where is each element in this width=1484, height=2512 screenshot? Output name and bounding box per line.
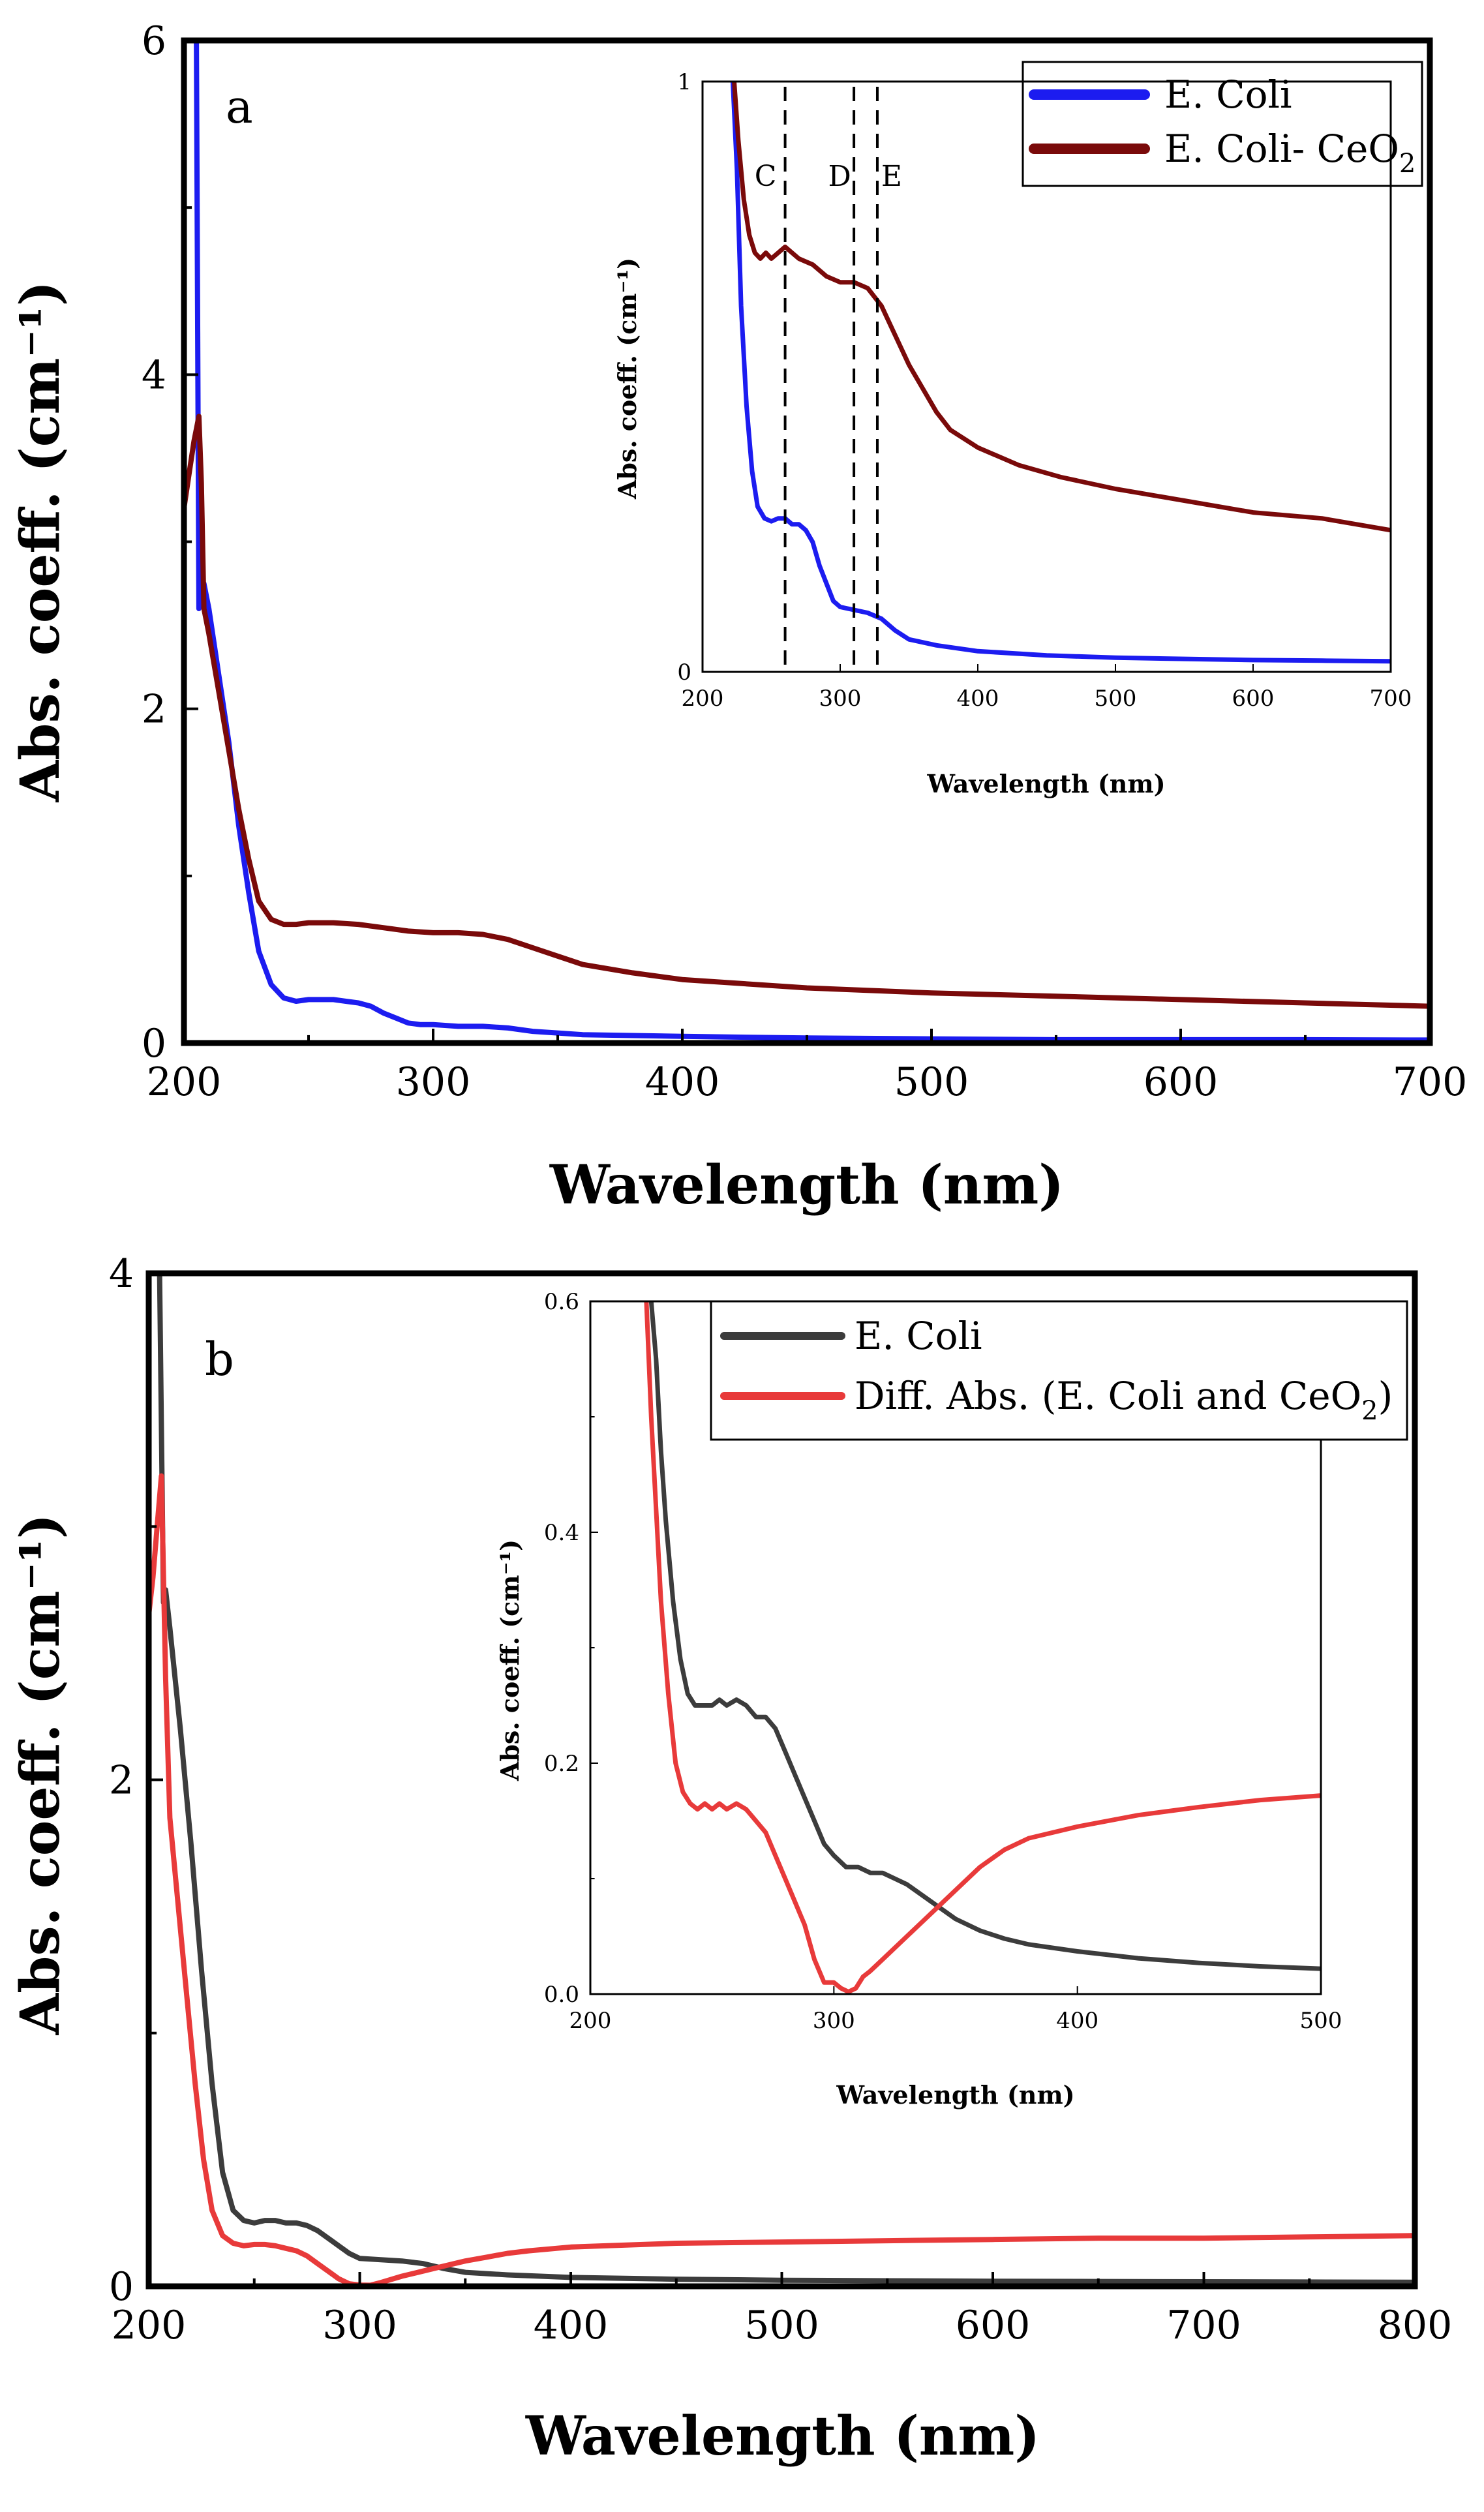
y-tick-label-b-1: 2 xyxy=(109,1758,134,1804)
x-tick-label-a-inset-700: 700 xyxy=(1370,686,1412,712)
y-tick-label-a-1: 2 xyxy=(142,687,166,733)
legend-label-diff-abs: Diff. Abs. (E. Coli and CeO2) xyxy=(855,1374,1393,1426)
y-tick-label-b-2: 4 xyxy=(109,1251,134,1297)
panel-a-label: a xyxy=(226,80,253,134)
legend-label-ecoli: E. Coli xyxy=(1164,72,1292,117)
x-tick-label-a-inset-300: 300 xyxy=(819,686,862,712)
x-tick-label-a-300: 300 xyxy=(396,1059,471,1105)
panel-b-inset-ylabel: Abs. coeff. (cm⁻¹) xyxy=(495,1539,524,1781)
x-tick-label-a-inset-500: 500 xyxy=(1095,686,1137,712)
panel-a-legend-box xyxy=(1022,61,1423,187)
x-tick-label-a-500: 500 xyxy=(894,1059,969,1105)
series-line-b-inset-diff-abs-e-coli-and-ceo2 xyxy=(644,1301,1321,1994)
x-tick-label-a-600: 600 xyxy=(1143,1059,1219,1105)
x-tick-label-a-inset-400: 400 xyxy=(957,686,999,712)
legend-label-ecoli-b: E. Coli xyxy=(855,1314,982,1358)
x-tick-label-b-inset-300: 300 xyxy=(813,2008,855,2034)
series-line-a-inset-e-coli xyxy=(730,82,1391,664)
x-tick-label-a-inset-600: 600 xyxy=(1232,686,1275,712)
panel-a-chart: 200 300 400 500 600 700 0 2 4 6 a Wavelength (nm)… xyxy=(9,18,1468,1217)
x-tick-label-b-200: 200 xyxy=(112,2303,187,2348)
panel-a-inset-xlabel: Wavelength (nm) xyxy=(926,769,1165,798)
y-tick-label-b-inset-0: 0.0 xyxy=(544,1982,579,2008)
panel-b-legend: E. Coli Diff. Abs. (E. Coli and CeO2) xyxy=(710,1300,1408,1441)
x-tick-label-b-300: 300 xyxy=(322,2303,397,2348)
y-tick-label-a-0: 0 xyxy=(142,1021,166,1067)
panel-a-ylabel: Abs. coeff. (cm⁻¹) xyxy=(9,281,72,803)
panel-a-inset-frame xyxy=(701,80,1392,673)
x-tick-label-b-600: 600 xyxy=(956,2303,1031,2348)
x-tick-label-a-700: 700 xyxy=(1393,1059,1468,1105)
x-tick-label-b-inset-200: 200 xyxy=(569,2008,612,2034)
panel-b-xlabel: Wavelength (nm) xyxy=(525,2405,1040,2468)
annotation-label-c: C xyxy=(755,160,777,193)
panel-b-legend-box xyxy=(710,1300,1408,1441)
annotation-label-d: D xyxy=(828,160,851,193)
y-tick-label-a-2: 4 xyxy=(142,352,166,398)
annotation-label-e: E xyxy=(881,160,902,193)
x-tick-label-b-inset-400: 400 xyxy=(1056,2008,1098,2034)
x-tick-label-b-inset-500: 500 xyxy=(1300,2008,1342,2034)
legend-label-ecoli-ceo2: E. Coli- CeO2 xyxy=(1164,127,1416,179)
series-line-a-e-coli-ceo2 xyxy=(184,414,1430,1009)
x-tick-label-a-inset-200: 200 xyxy=(682,686,724,712)
x-tick-label-b-500: 500 xyxy=(744,2303,819,2348)
x-tick-label-b-400: 400 xyxy=(534,2303,609,2348)
panel-a-inset-ylabel: Abs. coeff. (cm⁻¹) xyxy=(613,258,642,500)
y-tick-label-b-inset-3: 0.6 xyxy=(544,1289,579,1315)
x-tick-label-b-800: 800 xyxy=(1378,2303,1453,2348)
y-tick-label-b-inset-1: 0.2 xyxy=(544,1751,579,1777)
panel-b-inset-chart: 200 300 400 500 0.0 0.2 0.4 0.6 Wavelength (nm)… xyxy=(495,1289,1408,2110)
panel-a-legend: E. Coli E. Coli- CeO2 xyxy=(1022,61,1423,187)
y-tick-label-b-inset-2: 0.4 xyxy=(544,1520,579,1546)
panel-b-ylabel: Abs. coeff. (cm⁻¹) xyxy=(9,1514,72,2036)
y-tick-label-a-inset-0: 0 xyxy=(677,659,691,686)
panel-b-inset-xlabel: Wavelength (nm) xyxy=(836,2080,1074,2110)
x-tick-label-b-700: 700 xyxy=(1166,2303,1241,2348)
panel-a-xlabel: Wavelength (nm) xyxy=(549,1154,1064,1217)
panel-b-label: b xyxy=(205,1333,234,1386)
series-line-b-inset-e-coli xyxy=(648,1301,1321,1971)
panel-b-chart: 200 300 400 500 600 700 800 0 2 4 b Wavelength (n… xyxy=(9,1251,1453,2468)
series-line-b-e-coli xyxy=(157,1273,1415,2285)
x-tick-label-a-400: 400 xyxy=(645,1059,720,1105)
x-tick-label-a-200: 200 xyxy=(147,1059,222,1105)
y-tick-label-a-inset-1: 1 xyxy=(677,69,691,95)
series-line-b-diff-abs-e-coli-and-ceo2 xyxy=(149,1473,1415,2286)
y-tick-label-b-0: 0 xyxy=(109,2264,134,2310)
y-tick-label-a-3: 6 xyxy=(142,18,166,64)
